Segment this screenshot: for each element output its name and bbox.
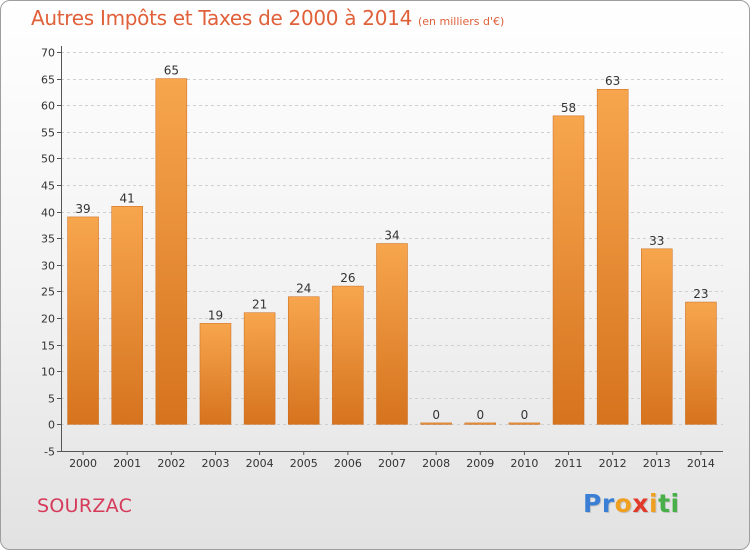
chart-title-text: Autres Impôts et Taxes de 2000 à 2014 [31,6,412,30]
x-tick-label: 2006 [334,457,362,470]
place-name: SOURZAC [37,495,133,517]
bar-2011 [552,115,585,425]
bar-2002 [155,78,188,425]
proxiti-logo: Proxiti [583,489,680,518]
value-label: 34 [384,229,399,243]
x-tick-label: 2005 [290,457,318,470]
bar-2001 [111,206,143,425]
x-tick-label: 2000 [69,457,97,470]
logo-letter: i [649,489,659,518]
logo-letter: o [614,489,633,518]
value-label: 26 [340,271,355,285]
x-tick-label: 2004 [246,457,274,470]
label-layer: 39 41 65 19 21 24 26 34 0 0 0 58 63 33 23 [75,64,708,422]
value-label: 33 [649,234,664,248]
x-tick-label: 2014 [687,457,715,470]
value-label: 0 [521,408,529,422]
y-tick-label: 70 [41,47,55,60]
x-tick-label: 2003 [201,457,229,470]
y-tick-label: 30 [41,260,55,273]
chart-title: Autres Impôts et Taxes de 2000 à 2014 (en… [31,6,504,30]
x-tick-label: 2013 [643,457,671,470]
value-label: 58 [561,101,576,115]
logo-letter: P [583,489,602,518]
x-tick-label: 2008 [422,457,450,470]
value-label: 24 [296,282,311,296]
bar-2006 [332,285,364,425]
x-tick-label: 2011 [555,457,583,470]
x-tick-label: 2007 [378,457,406,470]
bar-2010 [508,422,541,425]
y-tick-label: 45 [41,180,55,193]
y-tick-label: -5 [44,446,55,459]
value-label: 63 [605,74,620,88]
x-tick-label: 2012 [599,457,627,470]
bar-2009 [464,422,497,425]
bar-2008 [420,422,452,425]
bar-2000 [67,216,99,425]
value-label: 0 [476,408,484,422]
logo-letter: r [601,489,615,518]
y-tick-label: 15 [41,340,55,353]
bar-2013 [641,248,673,425]
x-tick-label: 2001 [113,457,141,470]
value-label: 39 [75,202,90,216]
y-tick-label: 20 [41,313,55,326]
bar-2003 [199,323,232,425]
logo-letter: t [658,489,671,518]
bar-2007 [376,243,408,425]
bar-2014 [685,301,717,425]
value-label: 65 [164,64,179,78]
value-label: 0 [432,408,440,422]
axis-layer: -5 0 5 10 15 20 25 30 35 40 45 50 55 60 65 70 2000 2001 20… [41,46,723,470]
y-tick-label: 60 [41,100,55,113]
value-label: 23 [693,287,708,301]
bar-2005 [287,296,320,425]
y-tick-label: 55 [41,127,55,140]
bar-2004 [243,312,276,425]
value-label: 41 [120,191,135,205]
x-tick-label: 2009 [466,457,494,470]
y-tick-label: 50 [41,153,55,166]
y-tick-label: 25 [41,286,55,299]
bar-layer [67,78,717,425]
x-tick-label: 2002 [157,457,185,470]
chart-unit: (en milliers d'€) [418,15,505,28]
y-tick-label: 40 [41,207,55,220]
x-tick-label: 2010 [510,457,538,470]
logo-letter: x [632,489,649,518]
y-tick-label: 5 [48,393,55,406]
y-tick-label: 10 [41,366,55,379]
bar-2012 [596,88,629,425]
y-tick-label: 35 [41,233,55,246]
y-tick-label: 0 [48,419,55,432]
y-tick-label: 65 [41,74,55,87]
logo-letter: i [670,489,680,518]
value-label: 19 [208,308,223,322]
value-label: 21 [252,298,267,312]
